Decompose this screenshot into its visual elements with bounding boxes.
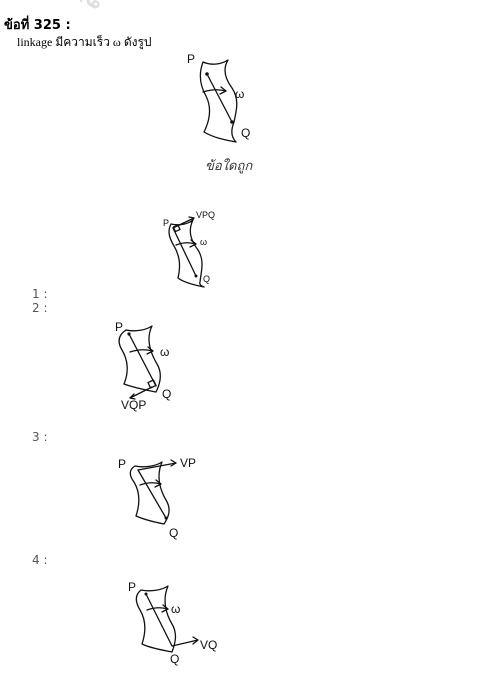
main-linkage: P ω Q (187, 52, 250, 143)
c4-label-vq: VQ (200, 638, 217, 652)
question-text: linkage มีความเร็ว ω ดังรูป (17, 35, 152, 49)
question-title: ข้อที่ 325 : (4, 18, 71, 33)
c2-label-omega: ω (160, 345, 169, 359)
c3-label-q: Q (169, 526, 178, 540)
choice-1-figure: P VPQ ω Q (163, 210, 215, 288)
main-label-omega: ω (235, 87, 244, 101)
choice-2-number[interactable]: 2 : (32, 301, 48, 315)
c4-label-q: Q (170, 652, 179, 666)
choice-3-figure: P VP Q (118, 456, 196, 540)
c4-label-omega: ω (171, 602, 180, 616)
c2-label-p: P (115, 320, 123, 334)
c2-label-vqp: VQP (121, 398, 146, 412)
c3-label-vp: VP (180, 456, 196, 470)
c1-label-p: P (163, 218, 169, 228)
choice-2-figure: P ω Q VQP (115, 320, 171, 412)
main-label-q: Q (241, 126, 250, 140)
c2-label-q: Q (162, 387, 171, 401)
handwritten-note: ข้อใดถูก (205, 158, 253, 174)
choice-1-number[interactable]: 1 : (32, 287, 48, 301)
main-label-p: P (187, 52, 195, 66)
c1-label-q: Q (203, 274, 210, 284)
choice-4-number[interactable]: 4 : (32, 553, 48, 567)
c3-label-p: P (118, 457, 126, 471)
choice-4-figure: P ω VQ Q (128, 580, 217, 666)
choice-3-number[interactable]: 3 : (32, 430, 48, 444)
c1-label-vpq: VPQ (196, 210, 215, 220)
c4-label-p: P (128, 580, 136, 594)
c1-label-omega: ω (200, 237, 207, 247)
